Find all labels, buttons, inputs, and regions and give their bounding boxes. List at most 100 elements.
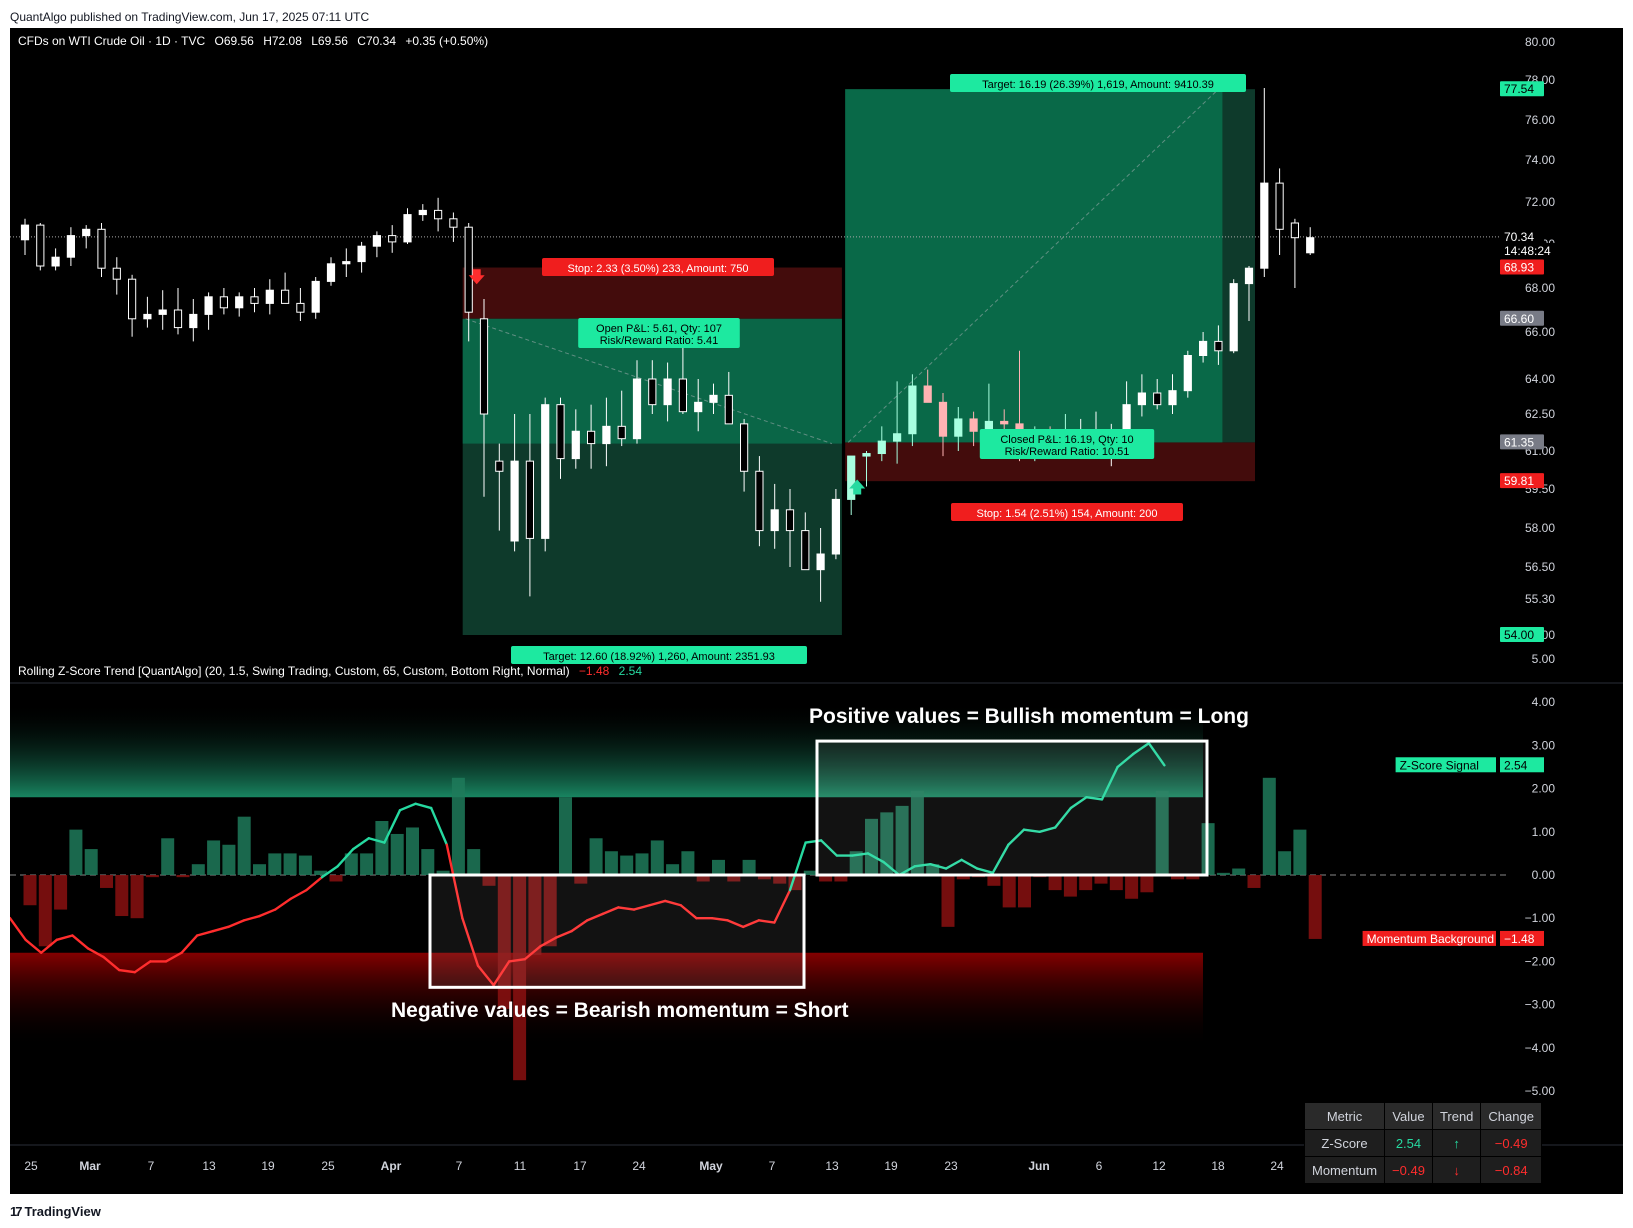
- table-header-trend: Trend: [1431, 1102, 1482, 1130]
- histogram-bar: [1155, 790, 1169, 875]
- candle-body: [694, 401, 703, 413]
- zscore-line-segment: [866, 852, 885, 864]
- candle-body: [173, 309, 183, 329]
- histogram-bar: [1278, 851, 1292, 875]
- candle-body: [1214, 340, 1223, 352]
- time-tick-label: 25: [321, 1159, 335, 1173]
- candle-body: [831, 498, 840, 555]
- low-value: L69.56: [311, 34, 348, 48]
- candle-body: [20, 224, 30, 241]
- price-tick-label: 80.00: [1525, 35, 1555, 49]
- zscore-line-segment: [305, 875, 324, 892]
- short-position-path: [465, 318, 833, 445]
- candle-body: [1290, 222, 1300, 239]
- zscore-line-segment: [820, 839, 838, 857]
- histogram-bar: [314, 870, 328, 875]
- candle-body: [1137, 392, 1147, 406]
- histogram-bar: [421, 849, 435, 875]
- zscore-line-segment: [664, 899, 682, 907]
- histogram-bar: [130, 875, 144, 919]
- short-stop-label: Stop: 2.33 (3.50%) 233, Amount: 750: [567, 263, 748, 275]
- zscore-line-segment: [570, 919, 589, 933]
- zscore-line-segment: [211, 925, 230, 933]
- z-marker-value: 2.54: [1504, 758, 1528, 772]
- histogram-bar: [253, 864, 266, 875]
- candle-body: [510, 460, 519, 542]
- price-marker-label: 59.81: [1504, 474, 1534, 488]
- chart-frame[interactable]: Stop: 2.33 (3.50%) 233, Amount: 750 Open …: [8, 28, 1623, 1194]
- zscore-line-segment: [523, 945, 542, 961]
- time-tick-label: 19: [884, 1159, 898, 1173]
- zscore-line-segment: [788, 841, 807, 892]
- zscore-line-segment: [195, 929, 215, 937]
- candle-body: [740, 423, 749, 472]
- histogram-bar: [1171, 875, 1184, 880]
- histogram-bar: [666, 864, 680, 875]
- z-marker-value: −1.48: [1504, 932, 1535, 946]
- price-marker-bg: [1500, 242, 1560, 258]
- histogram-bar: [1018, 875, 1031, 908]
- z-marker-name: Momentum Background: [1367, 932, 1494, 946]
- histogram-bar: [696, 875, 710, 882]
- candle-body: [495, 460, 504, 472]
- tradingview-footer[interactable]: 17 TradingView: [10, 1199, 101, 1223]
- candle-body: [938, 401, 948, 437]
- chart-canvas[interactable]: Stop: 2.33 (3.50%) 233, Amount: 750 Open …: [8, 28, 1623, 1194]
- zscore-line-segment: [632, 904, 651, 911]
- price-tick-label: 74.00: [1525, 153, 1555, 167]
- short-target-label-bg: [511, 646, 807, 664]
- candle-body: [556, 404, 565, 460]
- zscore-line-segment: [430, 806, 448, 846]
- candle-body: [541, 404, 550, 539]
- candle-body: [296, 302, 305, 313]
- zscore-line-segment: [1085, 796, 1104, 801]
- histogram-bar: [207, 840, 221, 875]
- candle-body: [954, 418, 963, 437]
- histogram-bar: [895, 805, 909, 875]
- zscore-line-segment: [102, 955, 121, 972]
- price-marker-bg: [1500, 627, 1544, 642]
- histogram-bar: [1125, 875, 1139, 899]
- histogram-bar: [712, 859, 725, 875]
- zscore-line-segment: [461, 917, 480, 967]
- zscore-line-segment: [1116, 752, 1135, 769]
- time-tick-label: May: [699, 1159, 723, 1173]
- zscore-line-segment: [851, 852, 870, 857]
- short-target-label: Target: 12.60 (18.92%) 1,260, Amount: 23…: [543, 651, 775, 663]
- zscore-line-segment: [320, 865, 339, 879]
- price-marker-bg: [1500, 259, 1544, 275]
- histogram-bar: [880, 812, 894, 875]
- time-tick-label: Apr: [381, 1159, 402, 1173]
- candle-body: [1199, 340, 1208, 356]
- candle-body: [969, 418, 978, 432]
- candle-body: [632, 378, 642, 440]
- candle-body: [388, 235, 397, 243]
- candle-body: [281, 289, 290, 304]
- candle-body: [877, 440, 886, 455]
- time-tick-label: 17: [573, 1159, 587, 1173]
- symbol-label[interactable]: CFDs on WTI Crude Oil · 1D · TVC: [18, 34, 206, 48]
- zscore-line-segment: [445, 843, 464, 920]
- z-marker-value-bg: [1500, 757, 1544, 773]
- long-closed-pl-label-bg: [979, 429, 1155, 459]
- histogram-bar: [543, 875, 557, 947]
- histogram-bar: [910, 790, 924, 875]
- histogram-bar: [727, 875, 741, 882]
- zscore-line-segment: [414, 802, 433, 810]
- histogram-bar: [406, 827, 419, 875]
- price-marker-bg: [1500, 434, 1544, 450]
- candle-body: [801, 530, 810, 571]
- price-tick-label: 72.00: [1525, 195, 1555, 209]
- candle-body: [342, 261, 351, 265]
- zscore-line-segment: [508, 958, 526, 963]
- histogram-bar: [298, 855, 312, 875]
- price-marker-bg: [1500, 228, 1544, 244]
- indicator-name[interactable]: Rolling Z-Score Trend [QuantAlgo] (20, 1…: [18, 664, 570, 678]
- histogram-bar: [283, 853, 297, 875]
- candle-body: [724, 394, 733, 425]
- zscore-line-segment: [773, 888, 792, 924]
- zscore-line-segment: [398, 802, 417, 812]
- time-tick-label: 7: [148, 1159, 155, 1173]
- long-entry-arrow-icon: [849, 479, 866, 495]
- short-position-stop-zone: [462, 267, 842, 319]
